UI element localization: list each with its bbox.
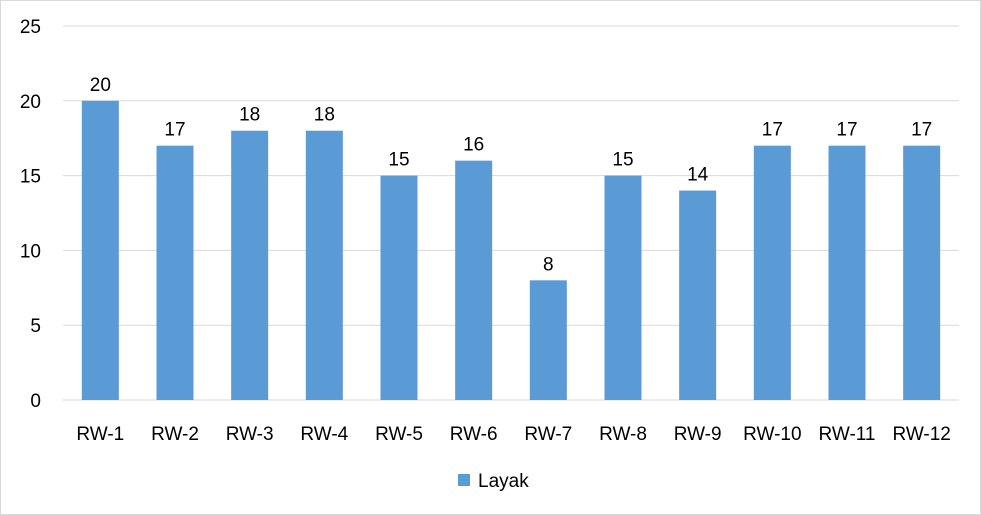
gridlines [63, 25, 959, 401]
x-category-label: RW-7 [524, 424, 572, 445]
bar-rw-11 [828, 145, 866, 400]
x-category-label: RW-12 [892, 424, 950, 445]
bar-rw-6 [455, 160, 493, 400]
bar-rw-2 [156, 145, 194, 400]
data-label: 16 [463, 135, 484, 156]
data-label: 15 [612, 150, 633, 171]
data-label: 14 [687, 165, 709, 186]
legend-swatch [458, 474, 470, 486]
data-label: 17 [836, 120, 857, 141]
x-category-label: RW-4 [300, 424, 348, 445]
data-label: 18 [239, 105, 260, 126]
bar-rw-8 [604, 175, 642, 400]
x-category-label: RW-6 [450, 424, 498, 445]
x-category-label: RW-2 [151, 424, 199, 445]
data-label: 17 [911, 120, 932, 141]
bar-rw-10 [753, 145, 791, 400]
bar-rw-9 [679, 190, 717, 400]
data-label: 15 [388, 150, 409, 171]
bar-rw-4 [305, 130, 343, 400]
x-category-label: RW-11 [818, 424, 875, 445]
data-label: 20 [90, 75, 111, 96]
bar-rw-3 [231, 130, 269, 400]
y-tick-label: 20 [20, 92, 41, 113]
y-tick-label: 0 [30, 391, 41, 412]
y-tick-label: 5 [30, 316, 41, 337]
data-label: 17 [164, 120, 185, 141]
y-tick-label: 25 [20, 17, 41, 38]
bar-rw-12 [903, 145, 941, 400]
data-label: 8 [543, 254, 554, 275]
bar-rw-1 [81, 100, 119, 401]
legend-label: Layak [478, 471, 529, 492]
legend: Layak [458, 471, 529, 492]
bar-rw-5 [380, 175, 418, 400]
x-category-label: RW-5 [375, 424, 423, 445]
y-tick-label: 10 [20, 241, 41, 262]
x-category-label: RW-3 [226, 424, 274, 445]
data-labels: 20 17 18 18 15 16 8 15 14 17 17 17 [90, 75, 932, 276]
x-axis-category-labels: RW-1 RW-2 RW-3 RW-4 RW-5 RW-6 RW-7 RW-8 RW-9 RW-1… [76, 424, 950, 445]
data-label: 17 [762, 120, 783, 141]
x-category-label: RW-8 [599, 424, 647, 445]
bars [81, 100, 941, 401]
x-category-label: RW-10 [743, 424, 801, 445]
bar-rw-7 [529, 280, 567, 400]
data-label: 18 [314, 105, 335, 126]
x-category-label: RW-9 [674, 424, 722, 445]
x-category-label: RW-1 [76, 424, 124, 445]
y-axis-tick-labels: 0 5 10 15 20 25 [20, 17, 41, 412]
y-tick-label: 15 [20, 167, 41, 188]
